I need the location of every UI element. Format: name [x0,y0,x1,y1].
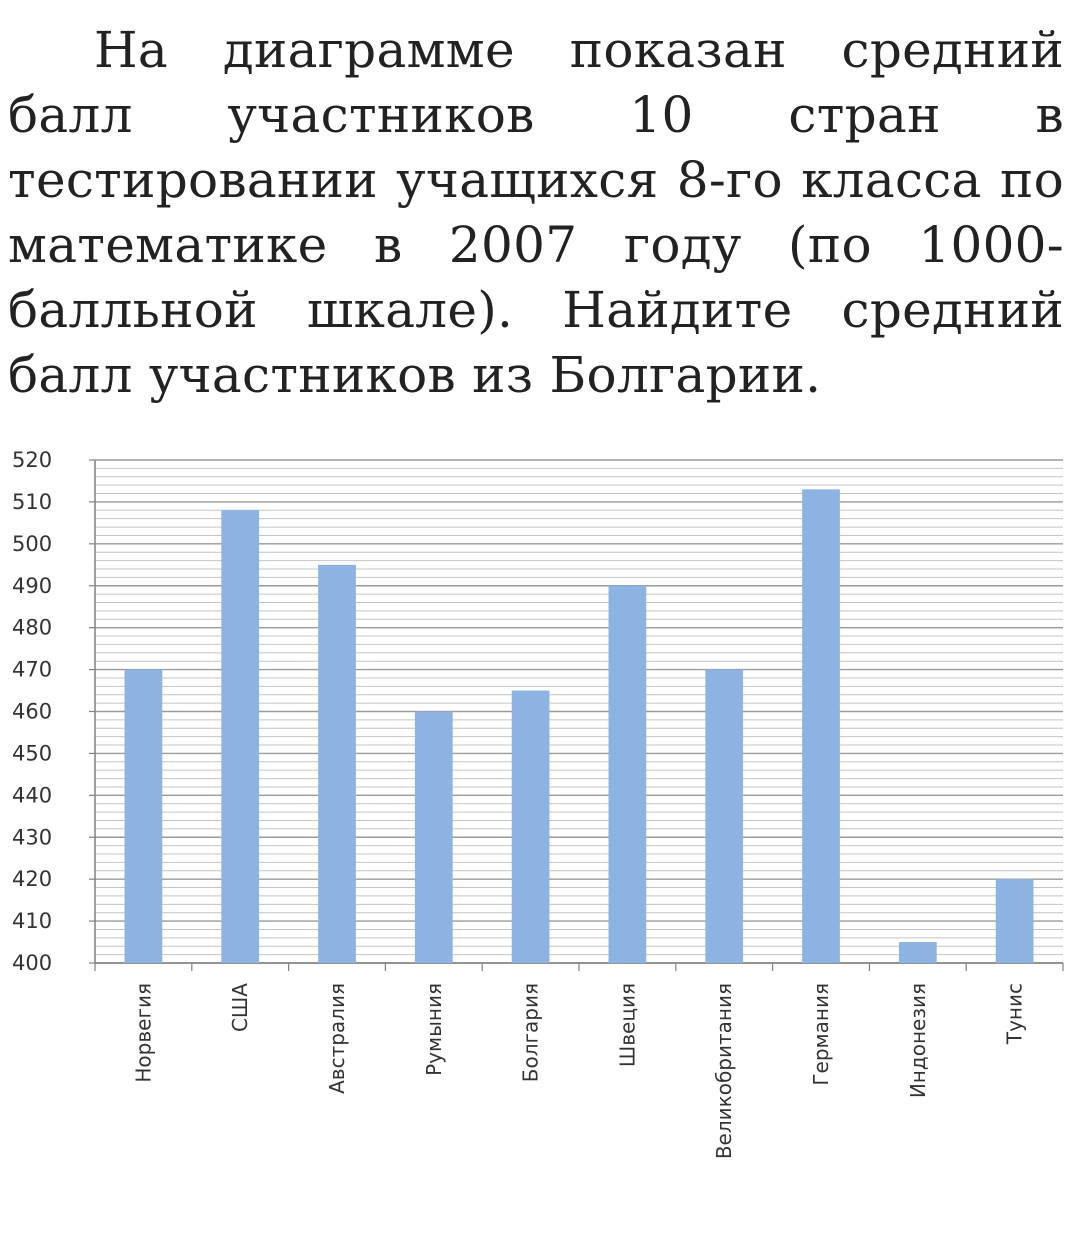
y-tick-label: 420 [12,867,52,891]
problem-statement: На диаграмме показан средний балл участн… [8,21,1064,404]
bar-8 [802,489,840,963]
bar-1 [124,669,163,963]
bar-4 [414,711,453,963]
y-tick-label: 460 [12,700,52,724]
y-tick-label: 510 [12,490,52,514]
y-tick-label: 500 [12,532,52,556]
y-tick-label: 480 [12,616,52,640]
bar-10 [995,879,1034,963]
category-label: Великобритания [712,983,736,1159]
category-label: Тунис [1003,983,1027,1045]
category-label: США [228,983,252,1032]
bar-5 [511,690,550,963]
category-label: Румыния [422,983,446,1076]
y-tick-label: 440 [12,783,52,807]
y-tick-label: 470 [12,658,52,682]
y-tick-label: 520 [12,448,52,472]
bar-9 [898,942,937,963]
category-label: Болгария [519,983,543,1082]
bar-6 [608,585,647,963]
category-label: Индонезия [906,983,930,1098]
y-tick-label: 490 [12,574,52,598]
y-tick-label: 410 [12,909,52,933]
y-tick-label: 450 [12,741,52,765]
y-tick-label: 400 [12,951,52,975]
category-label: Швеция [615,983,639,1067]
bar-chart: 400 410 420 430 440 450 460 470 480 490 500 510 520 Н… [12,448,1064,1159]
category-label: Норвегия [131,983,155,1083]
y-tick-label: 430 [12,825,52,849]
bar-2 [221,510,260,963]
bar-3 [318,564,356,963]
category-label: Германия [809,983,833,1086]
category-label: Австралия [325,983,349,1094]
bar-7 [705,669,744,963]
